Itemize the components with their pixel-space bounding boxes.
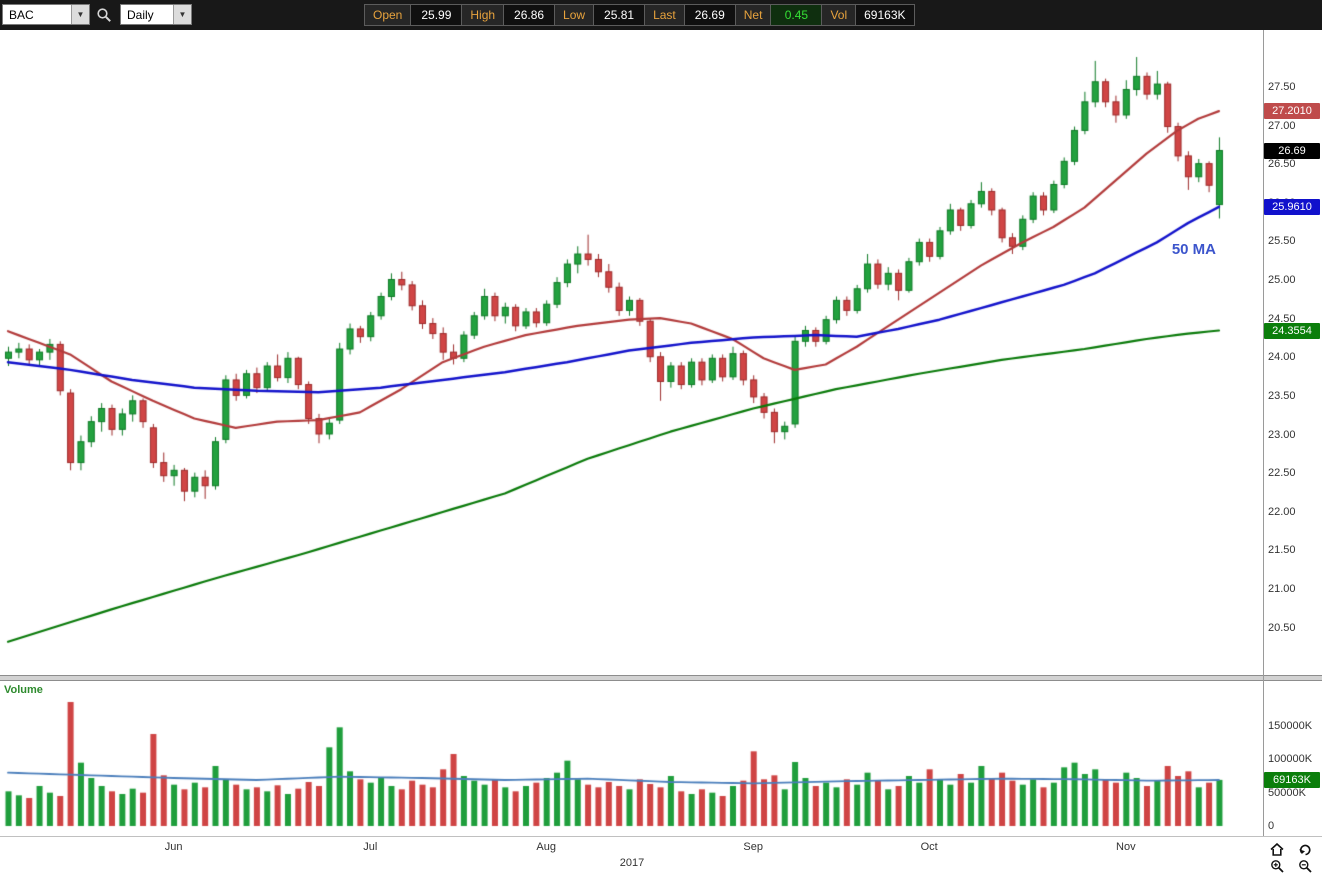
price-badge-200ma: 24.3554 <box>1264 322 1320 339</box>
low-value: 25.81 <box>593 4 646 26</box>
open-label: Open <box>364 4 412 26</box>
ma-50-label: 50 MA <box>1171 241 1216 258</box>
month-label: Sep <box>743 841 763 853</box>
volume-axis-label: 100000K <box>1268 753 1313 766</box>
volume-axis-label: 50000K <box>1268 786 1306 799</box>
vol-value: 69163K <box>855 4 915 26</box>
price-badge-last: 26.69 <box>1264 142 1320 159</box>
last-value: 26.69 <box>683 4 736 26</box>
high-label: High <box>461 4 505 26</box>
price-badge-red-ma: 27.2010 <box>1264 103 1320 120</box>
price-axis-label: 27.00 <box>1268 119 1296 132</box>
price-axis-label: 25.50 <box>1268 235 1296 248</box>
vol-label: Vol <box>821 4 857 26</box>
volume-badge: 69163K <box>1264 771 1320 788</box>
home-icon <box>1270 842 1284 856</box>
month-label: Aug <box>536 841 556 853</box>
zoom-in-button[interactable] <box>1268 858 1286 874</box>
quote-strip: Open 25.99 High 26.86 Low 25.81 Last 26.… <box>364 4 915 26</box>
volume-chart-canvas[interactable] <box>0 681 1263 833</box>
low-label: Low <box>554 4 595 26</box>
symbol-combobox[interactable]: BAC ▼ <box>2 4 90 25</box>
home-button[interactable] <box>1268 841 1286 857</box>
year-label: 2017 <box>619 857 645 869</box>
search-button[interactable] <box>94 6 114 24</box>
search-icon <box>97 8 111 22</box>
net-value: 0.45 <box>770 4 823 26</box>
month-label: Nov <box>1116 841 1136 853</box>
panel-divider[interactable] <box>0 675 1322 681</box>
price-axis-label: 25.00 <box>1268 274 1296 287</box>
price-chart-canvas[interactable] <box>0 30 1263 675</box>
price-axis-label: 21.00 <box>1268 583 1296 596</box>
net-label: Net <box>734 4 772 26</box>
volume-axis-label: 150000K <box>1268 720 1313 732</box>
zoom-out-icon <box>1299 860 1312 873</box>
price-axis-label: 20.50 <box>1268 621 1296 634</box>
high-value: 26.86 <box>503 4 556 26</box>
chevron-down-icon[interactable]: ▼ <box>173 5 191 24</box>
timeframe-combobox[interactable]: Daily ▼ <box>120 4 192 25</box>
price-axis-label: 24.50 <box>1268 312 1296 325</box>
price-axis-label: 23.50 <box>1268 389 1296 402</box>
chevron-down-icon[interactable]: ▼ <box>71 5 89 24</box>
price-axis-label: 24.00 <box>1268 351 1296 364</box>
price-axis-label: 27.50 <box>1268 80 1296 93</box>
zoom-out-button[interactable] <box>1296 858 1314 874</box>
volume-axis: 0 50000K 100000K 150000K <box>1264 681 1322 833</box>
undo-button[interactable] <box>1296 841 1314 857</box>
axis-separator <box>1263 30 1264 836</box>
toolbar: BAC ▼ Daily ▼ Open 25.99 High 26.86 Low … <box>0 0 1322 30</box>
month-label: Jul <box>363 841 378 853</box>
undo-icon <box>1299 844 1311 855</box>
time-axis: 2017 Jun Jul Aug Sep Oct Nov <box>0 836 1322 878</box>
price-axis-label: 22.00 <box>1268 505 1296 518</box>
month-label: Jun <box>164 841 183 853</box>
volume-axis-label: 0 <box>1268 820 1275 832</box>
price-axis-label: 23.00 <box>1268 428 1296 441</box>
price-axis-label: 26.50 <box>1268 158 1296 171</box>
zoom-in-icon <box>1271 860 1284 873</box>
open-value: 25.99 <box>410 4 463 26</box>
last-label: Last <box>644 4 685 26</box>
price-axis: 27.5027.0026.5026.0025.5025.0024.5024.00… <box>1264 30 1322 675</box>
price-axis-label: 21.50 <box>1268 544 1296 557</box>
timeframe-value: Daily <box>127 8 154 22</box>
price-badge-50ma: 25.9610 <box>1264 198 1320 215</box>
symbol-value: BAC <box>9 8 34 22</box>
price-axis-label: 22.50 <box>1268 467 1296 480</box>
month-label: Oct <box>920 841 938 853</box>
